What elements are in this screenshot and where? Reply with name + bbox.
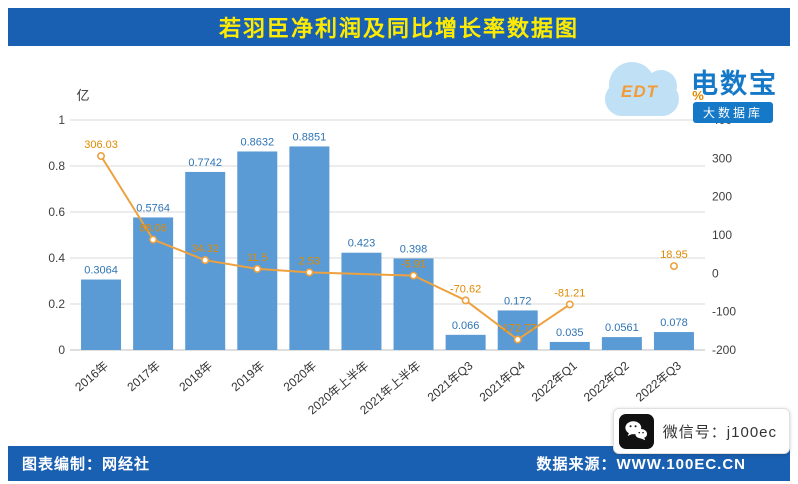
line-value-label: 18.95 [660,249,688,261]
bar-value-label: 0.035 [556,327,584,339]
line-value-label: -70.62 [450,283,481,295]
bar-value-label: 0.0561 [605,322,639,334]
line-point-marker [409,271,418,280]
line-point-marker [201,256,210,265]
line-value-label: 88.06 [139,223,167,235]
edt-logo: EDT 电数宝 大数据库 [601,58,796,144]
logo-brand-text: 电数宝 [691,69,778,99]
bar-value-label: 0.8851 [293,131,327,143]
growth-line-group: 306.03 88.06 34.32 11.5 2.53 -5.91 -70.62 -172.… [84,139,688,344]
bar-value-label: 0.423 [348,238,376,250]
line-value-label: -5.91 [401,259,426,271]
right-axis-unit: % [692,88,704,103]
line-point-marker [97,152,106,161]
line-point-marker [565,300,574,309]
x-tick-label: 2016年 [72,359,111,395]
right-axis-tick: -200 [712,343,736,357]
page-title: 若羽臣净利润及同比增长率数据图 [218,16,579,41]
line-point-marker [305,268,314,277]
bar [601,337,642,350]
x-tick-label: 2022年Q3 [633,358,684,404]
bar-value-label: 0.078 [660,317,688,329]
left-axis-tick: 1 [58,113,65,127]
left-axis-tick: 0.2 [48,297,65,311]
wechat-bubbles-icon [625,421,648,441]
line-value-label: -172.77 [499,323,536,335]
x-tick-label: 2022年Q2 [581,358,632,404]
left-axis-tick: 0.4 [48,251,65,265]
bar-value-label: 0.398 [400,243,428,255]
x-tick-label: 2021年Q4 [477,358,528,404]
cloud-shape [605,82,679,116]
footer-source: 数据来源：WWW.100EC.CN [536,456,746,473]
left-axis-tick: 0.8 [48,159,65,173]
bar-value-label: 0.066 [452,320,480,332]
x-tick-label: 2021年Q3 [425,358,476,404]
line-point-marker [149,235,158,244]
right-axis-tick: 300 [712,151,732,165]
line-value-label: 11.5 [247,252,268,264]
bar [445,334,486,350]
line-value-label: 34.32 [191,243,219,255]
x-tick-label: 2019年 [229,359,268,395]
cloud-icon: EDT [601,60,691,120]
x-tick-label: 2017年 [124,359,163,395]
line-value-label: -81.21 [554,287,585,299]
x-tick-label: 2022年Q1 [529,358,580,404]
line-value-label: 306.03 [84,139,118,151]
logo-abbr: EDT [621,82,658,101]
wechat-icon [618,413,654,449]
left-axis-tick: 0 [58,343,65,357]
right-axis-tick: 0 [712,266,719,280]
right-axis-tick: 200 [712,190,732,204]
gridlines [70,119,705,351]
footer-credit: 图表编制：网经社 [22,456,151,473]
bars-group: 0.3064 0.5764 0.7742 0.8632 0.8851 0.423 0.398… [81,131,694,350]
bar-value-label: 0.8632 [240,136,274,148]
wechat-badge: 微信号：j100ec [612,408,790,454]
right-axis-tick: -100 [712,305,736,319]
wechat-id: 微信号：j100ec [662,423,777,441]
x-tick-label: 2020年 [281,359,320,395]
left-axis-tick: 0.6 [48,205,65,219]
line-point-marker [669,262,678,271]
bar [549,341,590,350]
bar [653,332,694,350]
bar-value-label: 0.5764 [136,202,170,214]
bar-value-label: 0.172 [504,295,532,307]
left-axis-unit: 亿 [76,88,89,103]
right-axis-tick: 100 [712,228,732,242]
x-tick-label: 2018年 [176,359,215,395]
line-point-marker [513,335,522,344]
bar [289,146,330,350]
bar [237,151,278,350]
bar [81,279,122,350]
line-point-marker [461,296,470,305]
title-bar: 若羽臣净利润及同比增长率数据图 [8,8,790,46]
bar-value-label: 0.3064 [84,265,118,277]
bar-value-label: 0.7742 [188,157,222,169]
line-point-marker [253,264,262,273]
line-value-label: 2.53 [299,255,320,267]
x-axis-labels: 2016年 2017年 2018年 2019年 2020年2020年上半年2021年上半… [72,358,684,417]
bar [341,252,382,350]
logo-tagline: 大数据库 [693,102,774,123]
